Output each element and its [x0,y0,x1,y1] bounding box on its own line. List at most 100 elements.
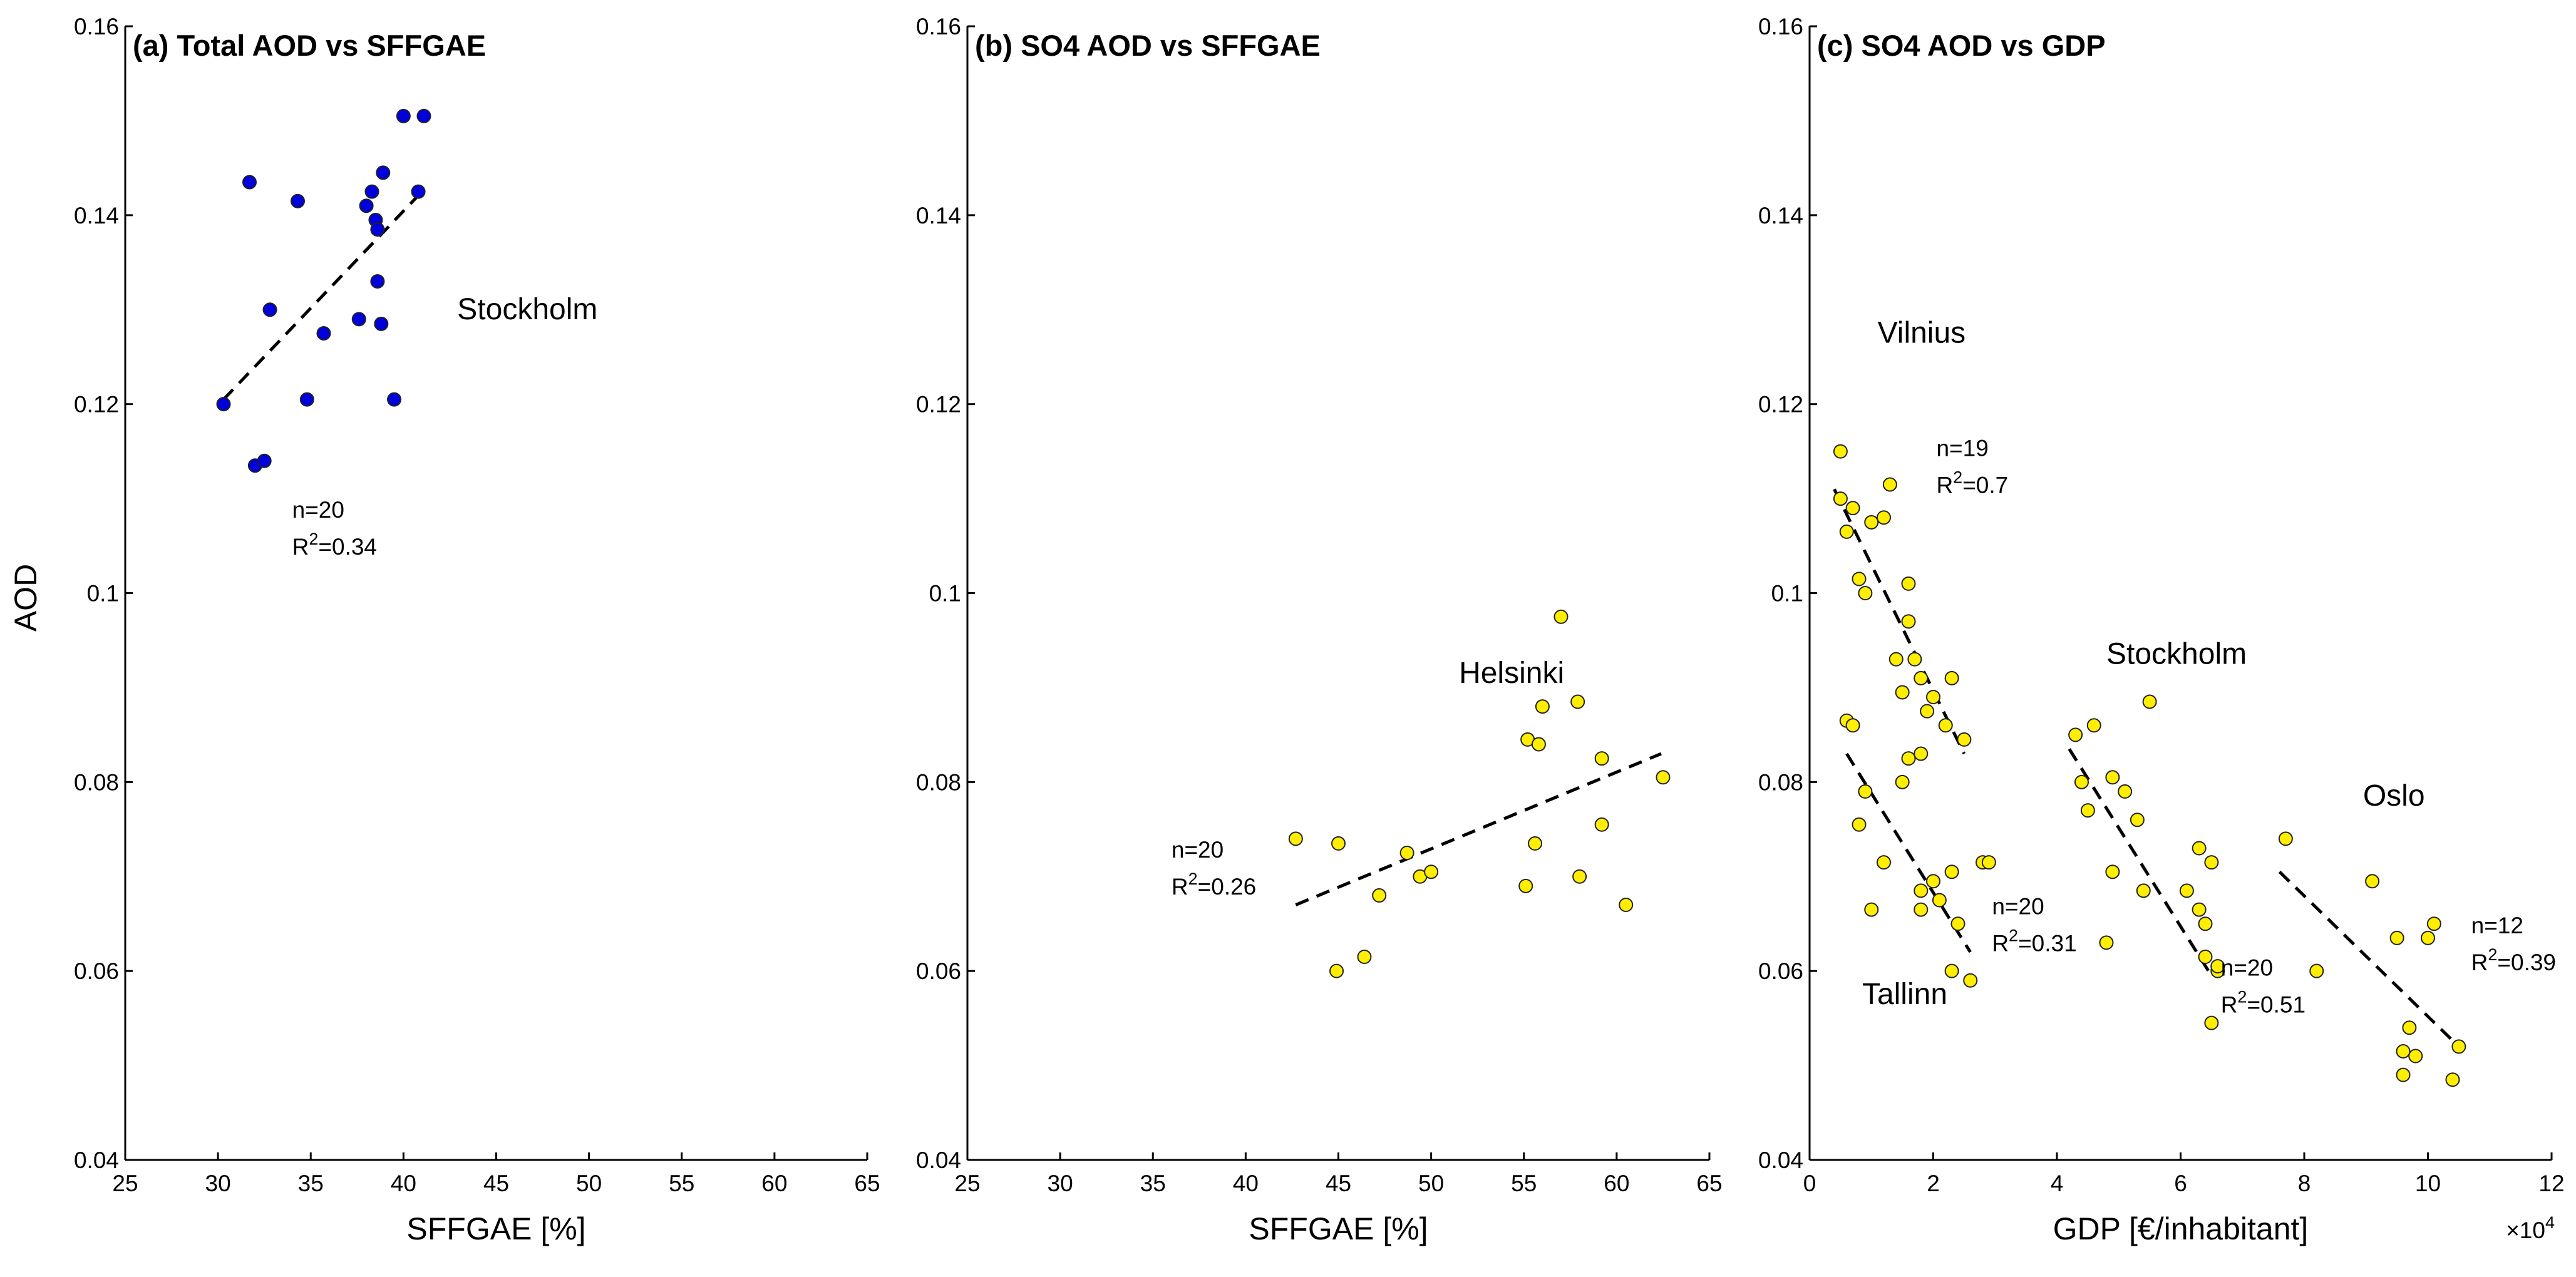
x-tick-label: 40 [1233,1171,1259,1196]
data-point [1914,883,1929,898]
data-point [1288,831,1303,846]
x-multiplier-exponent: 4 [2545,1213,2555,1232]
data-point [1531,737,1546,752]
data-point [1424,864,1439,880]
data-point [1833,444,1848,459]
data-point [1528,836,1543,851]
chart-panel-2: 0.040.060.080.10.120.140.160 2 4 6 8 10 12×104… [1758,14,2565,1246]
data-point [1901,576,1916,591]
y-tick-label: 0.06 [74,958,119,984]
x-tick-label: 25 [954,1171,980,1196]
data-point [1329,963,1344,978]
stat-r2-exponent: 2 [2237,988,2247,1007]
data-point [416,108,431,123]
series-stockholm: Stockholm n=20 R2=0.34 [216,108,597,560]
data-point [2086,718,2101,733]
stat-r2-symbol: R [2221,992,2238,1018]
data-point [1901,751,1916,766]
stat-r2-symbol: R [1992,931,2009,956]
stat-r2: R2=0.34 [292,530,377,560]
stat-r2-value: =0.39 [2497,950,2556,975]
x-tick-label: 2 [1927,1171,1940,1196]
series-label: Vilnius [1878,317,1966,350]
y-tick-label: 0.1 [1771,581,1803,607]
data-point [2365,874,2380,889]
stat-r2-symbol: R [1172,874,1188,900]
data-point [2204,1015,2219,1030]
data-point [291,193,306,208]
series-label: Tallinn [1862,978,1947,1011]
data-point [216,397,231,412]
data-point [2421,930,2435,945]
x-axis-label: GDP [€/inhabitant] [2053,1211,2309,1246]
series-tallinn: Tallinn n=20 R2=0.31 [1839,713,2077,1011]
data-point [1944,963,1959,978]
data-point [1914,902,1929,917]
x-multiplier: ×104 [2506,1213,2555,1243]
data-point [1845,501,1860,516]
x-tick-label: 4 [2051,1171,2064,1196]
stat-r2-exponent: 2 [1953,468,1962,487]
data-point [1518,878,1533,893]
stat-r2-exponent: 2 [1188,869,1198,888]
data-point [1852,572,1867,587]
stat-r2-symbol: R [1936,473,1953,498]
y-tick-label: 0.14 [1758,203,1803,228]
x-tick-label: 65 [854,1171,880,1196]
data-point [1963,973,1978,988]
stat-r2: R2=0.31 [1992,926,2076,956]
y-tick-label: 0.1 [87,581,119,607]
fit-line [1845,752,1972,953]
y-tick-label: 0.12 [74,392,119,418]
y-tick-label: 0.08 [916,769,961,795]
data-point [242,175,257,190]
data-point [1331,836,1346,851]
data-point [396,108,411,123]
stat-r2: R2=0.26 [1172,869,1256,900]
data-point [1957,732,1972,747]
y-tick-label: 0.16 [916,14,961,39]
y-tick-label: 0.16 [74,14,119,39]
x-tick-label: 55 [1511,1171,1537,1196]
data-point [1852,817,1867,832]
series-helsinki: Helsinki n=20 R2=0.26 [1172,609,1671,978]
series-vilnius: Vilnius n=19 R2=0.7 [1833,317,2008,755]
x-tick-label: 10 [2415,1171,2441,1196]
y-tick-label: 0.06 [916,958,961,984]
data-point [370,274,385,289]
x-tick-label: 0 [1803,1171,1816,1196]
y-axis-label: AOD [8,564,43,632]
data-point [1877,510,1891,525]
data-point [2136,883,2151,898]
x-axis-label: SFFGAE [%] [406,1211,585,1246]
stat-r2-value: =0.7 [1962,473,2008,498]
y-tick-label: 0.14 [916,203,961,228]
y-tick-label: 0.12 [1758,392,1803,418]
chart-title: (a) Total AOD vs SFFGAE [133,29,486,62]
data-point [2105,770,2120,785]
data-point [1535,699,1550,714]
data-point [2445,1072,2460,1087]
x-tick-label: 30 [205,1171,231,1196]
stat-r2-exponent: 2 [309,530,318,548]
x-tick-label: 35 [1140,1171,1166,1196]
y-tick-label: 0.14 [74,203,119,228]
data-point [1864,902,1879,917]
x-tick-label: 40 [391,1171,416,1196]
stat-n: n=20 [1172,837,1224,863]
data-point [2451,1039,2466,1054]
x-tick-label: 12 [2538,1171,2564,1196]
data-point [1944,670,1959,685]
x-tick-label: 65 [1696,1171,1722,1196]
stat-r2-value: =0.34 [318,534,377,560]
data-point [2068,727,2083,742]
data-point [1926,874,1940,889]
y-tick-label: 0.08 [1758,769,1803,795]
data-point [1944,864,1959,880]
data-point [1372,888,1387,903]
data-point [1656,770,1671,785]
data-point [1845,718,1860,733]
stat-n: n=19 [1936,436,1988,461]
data-point [376,165,391,180]
y-tick-label: 0.1 [929,581,961,607]
